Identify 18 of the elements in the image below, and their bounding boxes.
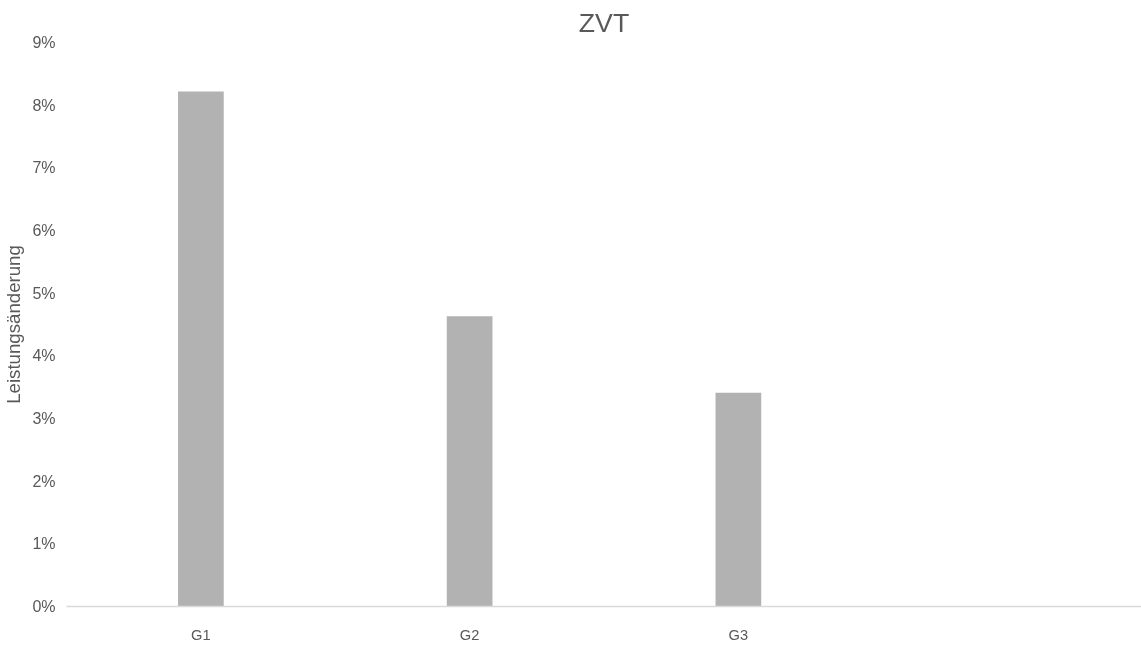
y-axis-title: Leistungsänderung [3, 245, 25, 404]
y-tick-label: 6% [32, 222, 56, 239]
x-tick-label: G2 [459, 626, 480, 643]
y-tick-label: 9% [32, 34, 56, 51]
y-tick-label: 7% [32, 159, 56, 177]
chart-title: ZVT [578, 7, 630, 38]
y-tick-label: 4% [32, 347, 56, 365]
y-tick-label: 5% [32, 284, 56, 302]
y-tick-label: 0% [32, 598, 56, 615]
bar [446, 316, 493, 607]
y-tick-label: 2% [32, 472, 56, 490]
y-tick-label: 8% [32, 96, 56, 114]
x-tick-label: G1 [191, 626, 211, 643]
bar [715, 392, 762, 607]
y-tick-label: 1% [32, 535, 56, 553]
x-tick-label: G3 [728, 626, 749, 643]
y-tick-label: 3% [32, 410, 56, 427]
bar [178, 91, 224, 607]
